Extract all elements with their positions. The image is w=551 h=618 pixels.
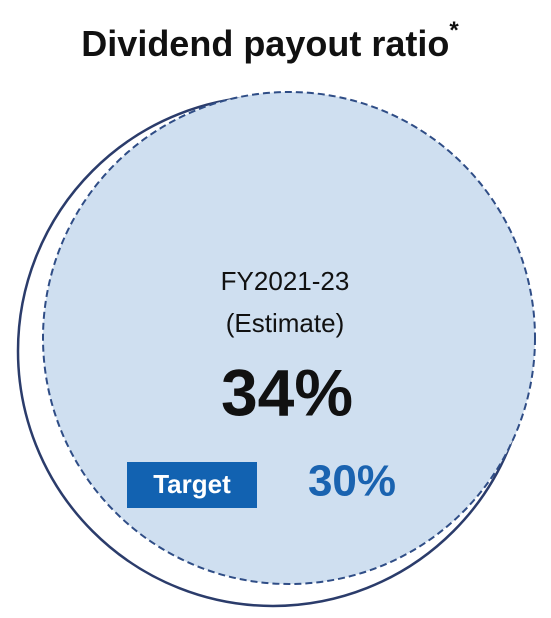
title: Dividend payout ratio* xyxy=(81,17,459,63)
value: 34% xyxy=(221,355,353,429)
target-box xyxy=(127,462,257,508)
period: FY2021-23 xyxy=(221,266,350,296)
title-asterisk: * xyxy=(449,17,459,44)
target-value: 30% xyxy=(308,457,396,506)
target-label: Target xyxy=(153,469,231,499)
note: (Estimate) xyxy=(226,308,344,338)
estimate-circle xyxy=(42,91,536,585)
title-text: Dividend payout ratio xyxy=(81,23,449,64)
